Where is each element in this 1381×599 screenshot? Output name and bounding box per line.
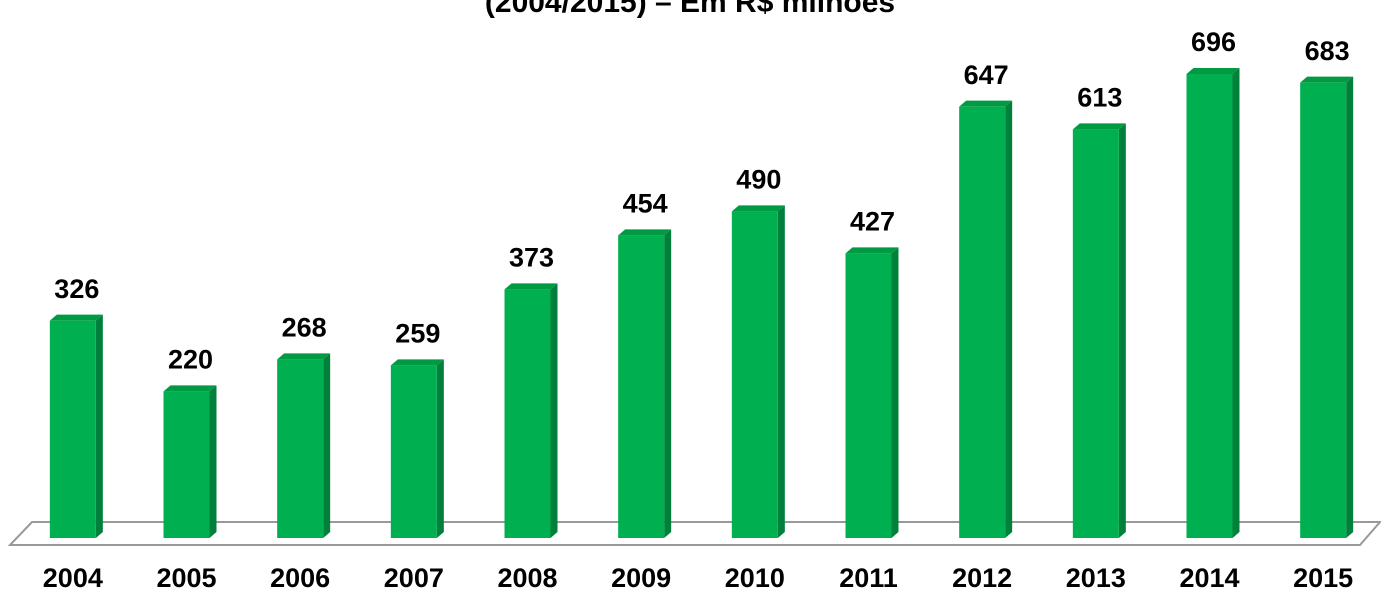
x-tick-label: 2006 — [270, 563, 330, 593]
data-label: 696 — [1191, 27, 1236, 57]
bar-side — [891, 247, 899, 539]
bar-side — [95, 314, 103, 538]
bar — [390, 365, 437, 538]
bar-top — [1300, 76, 1354, 83]
data-label: 373 — [509, 242, 554, 272]
bar-top — [49, 314, 103, 321]
bar-top — [1072, 123, 1126, 130]
x-tick-label: 2005 — [156, 563, 216, 593]
x-tick-label: 2011 — [839, 563, 898, 593]
bar — [504, 289, 551, 538]
bar-top — [163, 385, 217, 392]
bar-side — [436, 359, 444, 538]
bar-side — [1232, 68, 1240, 538]
bar-top — [959, 100, 1013, 107]
bar-side — [664, 229, 672, 539]
x-tick-label: 2014 — [1179, 563, 1239, 593]
bar — [1186, 74, 1233, 538]
x-tick-label: 2013 — [1066, 563, 1126, 593]
bar — [1072, 129, 1119, 539]
bar-top — [1186, 68, 1240, 74]
bar-top — [845, 247, 899, 254]
bar — [1300, 82, 1347, 539]
data-label: 259 — [395, 318, 440, 348]
bar-top — [618, 229, 672, 236]
x-tick-label: 2012 — [952, 563, 1012, 593]
data-label: 220 — [168, 344, 213, 374]
data-label: 647 — [964, 60, 1009, 90]
bar — [277, 359, 324, 538]
data-label: 326 — [54, 274, 99, 304]
bar — [731, 211, 778, 539]
bar — [49, 320, 96, 538]
bar-top — [390, 359, 444, 366]
x-tick-label: 2010 — [725, 563, 785, 593]
x-tick-label: 2004 — [43, 563, 103, 593]
bar — [163, 391, 210, 538]
floor — [7, 521, 1381, 546]
bar-top — [504, 283, 558, 290]
data-label: 268 — [282, 312, 327, 342]
bar-side — [777, 205, 785, 539]
data-label: 490 — [736, 164, 781, 194]
bar-side — [1346, 76, 1354, 539]
bar-side — [209, 385, 217, 538]
data-label: 683 — [1305, 36, 1350, 66]
bar-side — [323, 353, 331, 538]
data-label: 454 — [623, 188, 668, 218]
bar-top — [277, 353, 331, 360]
bar — [959, 106, 1006, 539]
bar-side — [550, 283, 558, 538]
bar — [845, 253, 892, 539]
bar — [618, 235, 665, 539]
bar-side — [1118, 123, 1126, 538]
data-label: 427 — [850, 206, 895, 236]
chart-title: (2004/2015) – Em R$ milhões — [485, 0, 895, 19]
x-tick-label: 2007 — [384, 563, 444, 593]
x-tick-label: 2008 — [497, 563, 557, 593]
x-tick-label: 2015 — [1293, 563, 1353, 593]
bar-side — [1005, 100, 1013, 539]
bar-top — [731, 205, 785, 212]
x-tick-label: 2009 — [611, 563, 671, 593]
data-label: 613 — [1077, 82, 1122, 112]
